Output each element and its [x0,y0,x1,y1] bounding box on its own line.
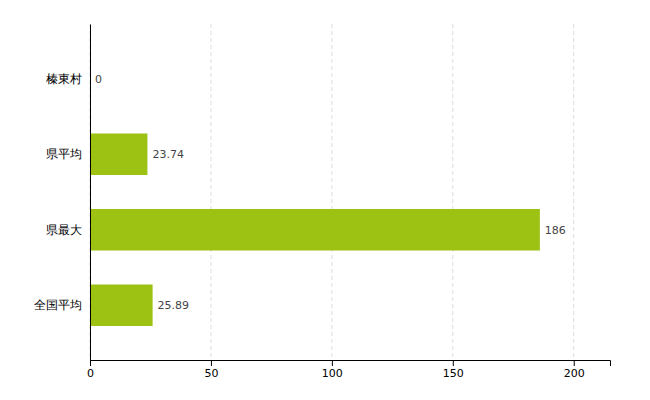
x-tick: 200 [564,360,585,380]
x-tick-label: 0 [87,367,94,380]
x-tick: 100 [322,360,343,380]
grid-line [573,24,574,360]
data-label: 0 [95,73,102,86]
x-tick: 0 [87,360,94,380]
x-axis-line [91,361,611,367]
y-axis: 榛東村県平均県最大全国平均 [34,25,91,361]
y-tick-label: 全国平均 [34,298,82,312]
data-label: 23.74 [152,148,184,161]
grid-line [90,24,91,360]
y-axis-line [90,25,91,361]
grid-line [452,24,453,360]
y-tick-label: 榛東村 [46,72,82,86]
y-tick: 榛東村 [46,72,82,86]
x-tick-mark [574,360,575,366]
x-tick: 50 [204,360,218,380]
y-tick-label: 県最大 [46,223,82,237]
bar [90,133,147,175]
chart-svg: 0 50 100 150 200 榛東村県平均県最大全国平均 0 23.74 186 25.89 [0,0,650,400]
chart-container: 0 50 100 150 200 榛東村県平均県最大全国平均 0 23.74 186 25.89 [0,0,650,400]
data-labels: 0 23.74 186 25.89 [95,73,566,313]
y-tick: 全国平均 [34,298,82,312]
grid [90,24,574,360]
data-label: 25.89 [158,299,190,312]
x-tick-mark [211,360,212,366]
x-axis: 0 50 100 150 200 [87,360,611,380]
x-tick: 150 [443,360,464,380]
x-tick-mark [453,360,454,366]
grid-line [331,24,332,360]
x-tick-label: 150 [443,367,464,380]
plot: 0 50 100 150 200 榛東村県平均県最大全国平均 0 23.74 186 25.89 [34,24,611,380]
y-tick: 県平均 [46,147,82,161]
data-label: 186 [545,224,566,237]
x-tick-mark [90,360,91,366]
x-tick-label: 100 [322,367,343,380]
bar [90,284,153,326]
x-tick-label: 50 [204,367,218,380]
bars [90,133,540,326]
bar [90,209,540,251]
x-tick-mark [332,360,333,366]
y-tick: 県最大 [46,223,82,237]
grid-line [210,24,211,360]
y-tick-label: 県平均 [46,147,82,161]
x-tick-label: 200 [564,367,585,380]
